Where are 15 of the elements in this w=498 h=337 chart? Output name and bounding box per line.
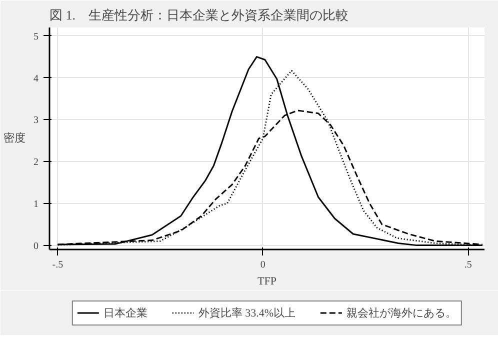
y-tick-label: 2 bbox=[34, 157, 38, 168]
x-axis-title: TFP bbox=[258, 276, 276, 288]
y-tick-label: 3 bbox=[34, 115, 38, 126]
legend-label: 親会社が海外にある。 bbox=[346, 306, 457, 320]
y-axis-title: 密度 bbox=[4, 132, 26, 144]
x-tick-label: .5 bbox=[464, 260, 472, 270]
y-tick-label: 5 bbox=[34, 31, 38, 42]
legend-label: 外資比率 33.4%以上 bbox=[198, 306, 296, 320]
y-tick-label: 1 bbox=[34, 198, 38, 210]
x-tick-label: 0 bbox=[260, 260, 266, 270]
y-tick-label: 0 bbox=[34, 240, 38, 252]
legend-label: 日本企業 bbox=[103, 306, 148, 320]
chart-title: 図 1. 生産性分析：日本企業と外資系企業間の比較 bbox=[50, 8, 348, 22]
y-tick-label: 4 bbox=[34, 73, 38, 84]
x-tick-label: -.5 bbox=[52, 260, 64, 270]
